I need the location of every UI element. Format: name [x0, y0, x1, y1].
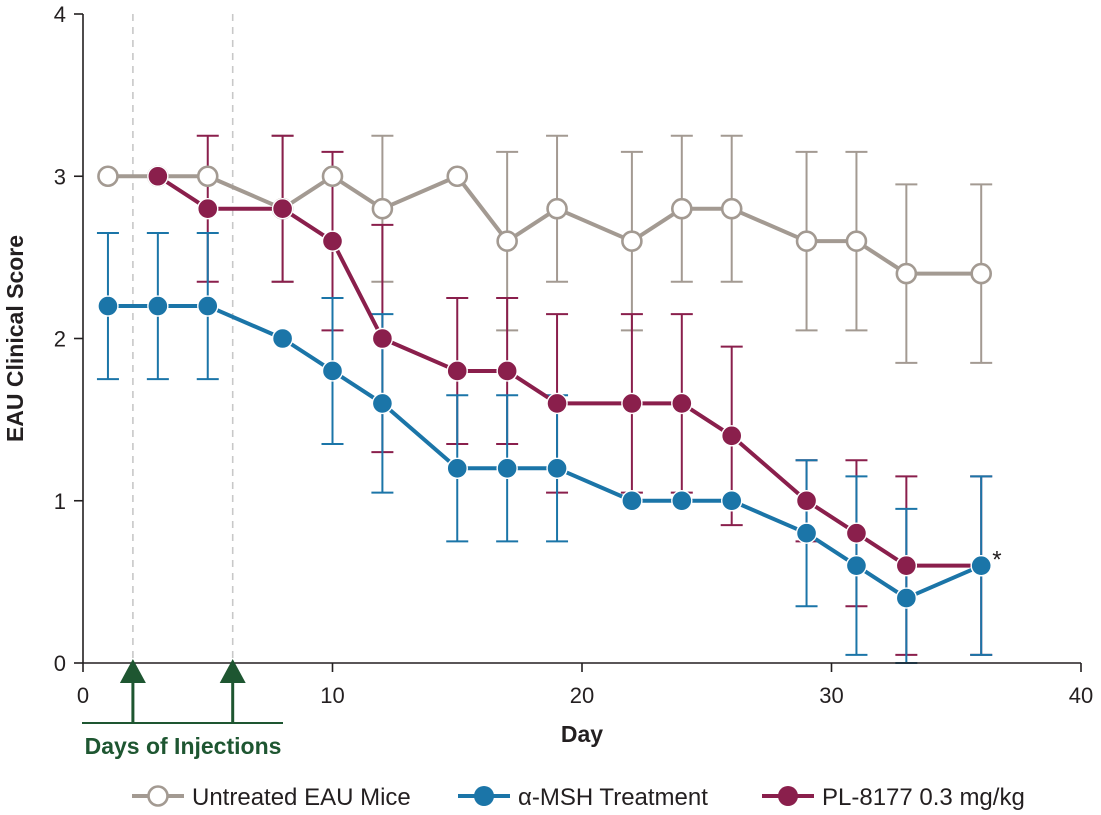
msh-data-point — [671, 490, 693, 512]
y-tick-label: 2 — [54, 327, 66, 352]
injection-days-label: Days of Injections — [85, 733, 282, 759]
untreated-series-line — [107, 174, 982, 276]
pl8177-data-point — [546, 392, 568, 415]
msh-data-point — [371, 392, 394, 415]
pl8177-data-point — [371, 327, 394, 350]
injection-arrow-head — [119, 659, 146, 683]
y-tick-label: 1 — [54, 489, 66, 514]
untreated-data-point — [895, 262, 918, 285]
msh-data-point — [321, 360, 344, 382]
untreated-data-point — [371, 197, 394, 220]
pl8177-data-point — [197, 197, 219, 220]
untreated-data-point — [446, 165, 469, 188]
msh-data-point — [546, 457, 568, 479]
msh-data-point — [271, 327, 294, 350]
untreated-data-point — [546, 197, 568, 220]
x-tick-label: 40 — [1069, 683, 1093, 708]
legend-item-pl8177: PL-8177 0.3 mg/kg — [762, 784, 1025, 811]
y-tick-label: 4 — [54, 2, 66, 27]
legend-label: Untreated EAU Mice — [192, 784, 411, 811]
untreated-data-point — [97, 165, 119, 188]
untreated-data-point — [795, 230, 818, 252]
legend-item-untreated: Untreated EAU Mice — [132, 784, 411, 811]
msh-data-point — [446, 457, 468, 479]
x-tick-label: 20 — [570, 683, 594, 708]
x-axis-title: Day — [561, 721, 603, 747]
legend-item-msh: α-MSH Treatment — [458, 784, 708, 811]
pl8177-data-point — [271, 197, 294, 220]
pl8177-data-point — [671, 392, 693, 415]
untreated-data-point — [970, 262, 993, 285]
untreated-data-point — [321, 165, 344, 188]
msh-data-point — [845, 554, 868, 577]
pl8177-data-point — [446, 360, 468, 382]
injection-markers — [82, 659, 283, 724]
legend-swatch-marker — [147, 785, 169, 807]
untreated-data-point — [720, 197, 743, 220]
untreated-data-point — [845, 230, 868, 252]
pl8177-data-point — [895, 554, 918, 577]
msh-data-point — [197, 295, 219, 317]
annotations: * — [992, 547, 1001, 574]
legend-label: PL-8177 0.3 mg/kg — [822, 784, 1025, 811]
msh-data-point — [970, 554, 992, 577]
pl8177-data-point — [621, 392, 643, 415]
x-tick-label: 0 — [77, 683, 89, 708]
axis-ticks: 0 10 20 30 40 0 1 2 3 4 — [54, 2, 1093, 708]
untreated-data-point — [621, 230, 643, 252]
legend: Untreated EAU Mice α-MSH Treatment PL-8177… — [132, 784, 1025, 811]
y-tick-label: 3 — [54, 164, 66, 189]
pl8177-data-point — [795, 490, 818, 512]
legend-label: α-MSH Treatment — [518, 784, 708, 811]
untreated-data-point — [670, 197, 693, 220]
x-tick-label: 10 — [320, 683, 344, 708]
msh-data-point — [895, 587, 918, 609]
msh-data-point — [496, 457, 518, 479]
significance-annotation: * — [992, 547, 1001, 574]
pl8177-data-point — [321, 230, 344, 252]
legend-swatch-marker — [474, 786, 494, 806]
msh-data-point — [621, 490, 643, 512]
pl8177-data-point — [147, 165, 169, 187]
msh-data-point — [147, 295, 169, 317]
msh-data-point — [795, 522, 818, 544]
x-tick-label: 30 — [819, 683, 843, 708]
pl8177-data-point — [845, 522, 868, 544]
pl8177-data-point — [496, 360, 518, 382]
y-axis-title: EAU Clinical Score — [2, 235, 28, 442]
msh-data-point — [97, 295, 119, 317]
untreated-data-point — [496, 230, 518, 252]
msh-data-point — [721, 490, 743, 512]
msh-series-line — [107, 304, 982, 601]
y-tick-label: 0 — [54, 651, 66, 676]
legend-swatch-marker — [778, 786, 798, 806]
untreated-data-point — [196, 165, 219, 188]
series-markers — [97, 165, 993, 609]
injection-guide-lines — [132, 14, 234, 663]
pl8177-data-point — [721, 425, 743, 447]
injection-arrow-head — [219, 659, 246, 683]
